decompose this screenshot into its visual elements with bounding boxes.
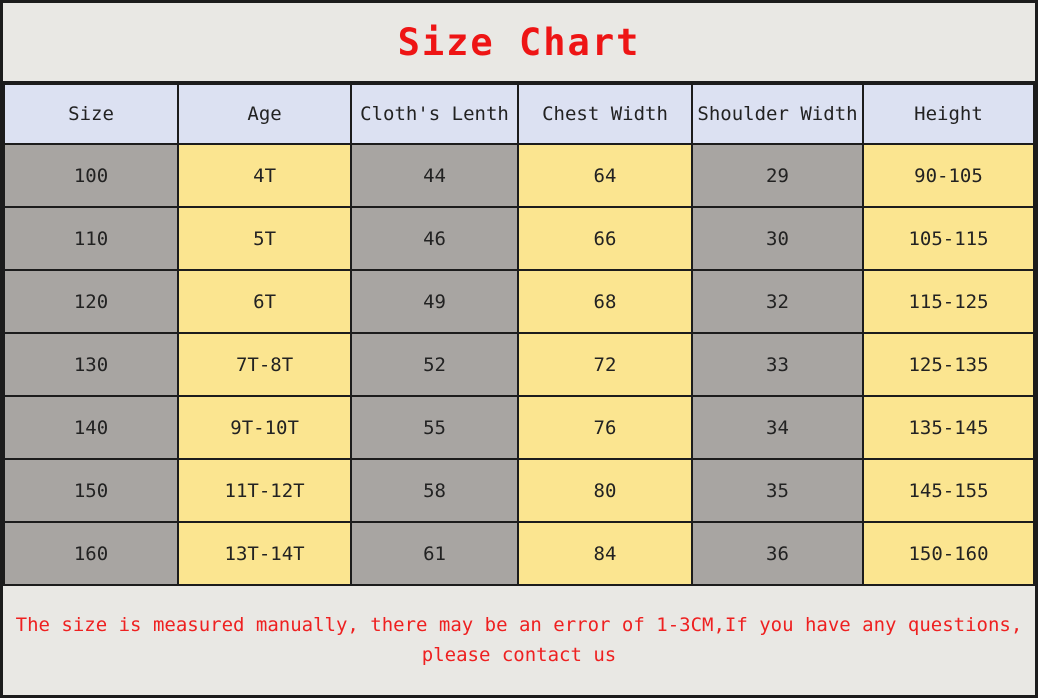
title-band: Size Chart — [3, 3, 1035, 83]
footer-note: The size is measured manually, there may… — [3, 586, 1035, 695]
column-header: Chest Width — [516, 83, 694, 145]
table-cell: 110 — [3, 206, 180, 271]
table-cell: 46 — [350, 206, 519, 271]
footer-note-line1: The size is measured manually, there may… — [15, 614, 1023, 637]
table-cell: 13T-14T — [177, 521, 353, 586]
table-cell: 120 — [3, 269, 180, 334]
table-cell: 150-160 — [861, 521, 1035, 586]
table-row: 140 9T-10T 55 76 34 135-145 — [3, 395, 1035, 460]
column-header: Size — [3, 83, 180, 145]
table-cell: 90-105 — [861, 143, 1035, 208]
table-cell: 49 — [350, 269, 519, 334]
table-cell: 58 — [350, 458, 519, 523]
table-row: 160 13T-14T 61 84 36 150-160 — [3, 521, 1035, 586]
table-row: 100 4T 44 64 29 90-105 — [3, 143, 1035, 208]
column-header: Height — [861, 83, 1035, 145]
table-cell: 34 — [691, 395, 864, 460]
table-cell: 52 — [350, 332, 519, 397]
table-cell: 44 — [350, 143, 519, 208]
table-cell: 72 — [516, 332, 694, 397]
table-cell: 64 — [516, 143, 694, 208]
page-title: Size Chart — [397, 20, 641, 64]
table-cell: 66 — [516, 206, 694, 271]
table-cell: 11T-12T — [177, 458, 353, 523]
table-cell: 9T-10T — [177, 395, 353, 460]
table-cell: 35 — [691, 458, 864, 523]
table-cell: 61 — [350, 521, 519, 586]
table-cell: 30 — [691, 206, 864, 271]
table-cell: 150 — [3, 458, 180, 523]
footer-note-line2: please contact us — [421, 644, 617, 666]
header-row: Size Age Cloth's Lenth Chest Width Shoulder … — [3, 83, 1035, 145]
table-header: Size Age Cloth's Lenth Chest Width Shoulder … — [3, 83, 1035, 145]
table-cell: 105-115 — [861, 206, 1035, 271]
size-table: Size Age Cloth's Lenth Chest Width Shoulder … — [3, 83, 1035, 586]
table-cell: 80 — [516, 458, 694, 523]
table-cell: 29 — [691, 143, 864, 208]
table-cell: 84 — [516, 521, 694, 586]
table-cell: 68 — [516, 269, 694, 334]
table-cell: 5T — [177, 206, 353, 271]
table-cell: 135-145 — [861, 395, 1035, 460]
table-cell: 7T-8T — [177, 332, 353, 397]
table-cell: 76 — [516, 395, 694, 460]
column-header: Cloth's Lenth — [350, 83, 519, 145]
table-cell: 160 — [3, 521, 180, 586]
table-cell: 36 — [691, 521, 864, 586]
table-cell: 125-135 — [861, 332, 1035, 397]
table-row: 150 11T-12T 58 80 35 145-155 — [3, 458, 1035, 523]
table-row: 130 7T-8T 52 72 33 125-135 — [3, 332, 1035, 397]
table-cell: 145-155 — [861, 458, 1035, 523]
column-header: Age — [177, 83, 353, 145]
table-cell: 32 — [691, 269, 864, 334]
table-cell: 55 — [350, 395, 519, 460]
column-header: Shoulder Width — [691, 83, 864, 145]
table-row: 120 6T 49 68 32 115-125 — [3, 269, 1035, 334]
table-cell: 33 — [691, 332, 864, 397]
table-cell: 130 — [3, 332, 180, 397]
table-cell: 100 — [3, 143, 180, 208]
table-body: 100 4T 44 64 29 90-105 110 5T 46 66 30 105-115 120 6T… — [3, 143, 1035, 586]
table-row: 110 5T 46 66 30 105-115 — [3, 206, 1035, 271]
table-cell: 4T — [177, 143, 353, 208]
table-cell: 6T — [177, 269, 353, 334]
table-cell: 115-125 — [861, 269, 1035, 334]
table-cell: 140 — [3, 395, 180, 460]
